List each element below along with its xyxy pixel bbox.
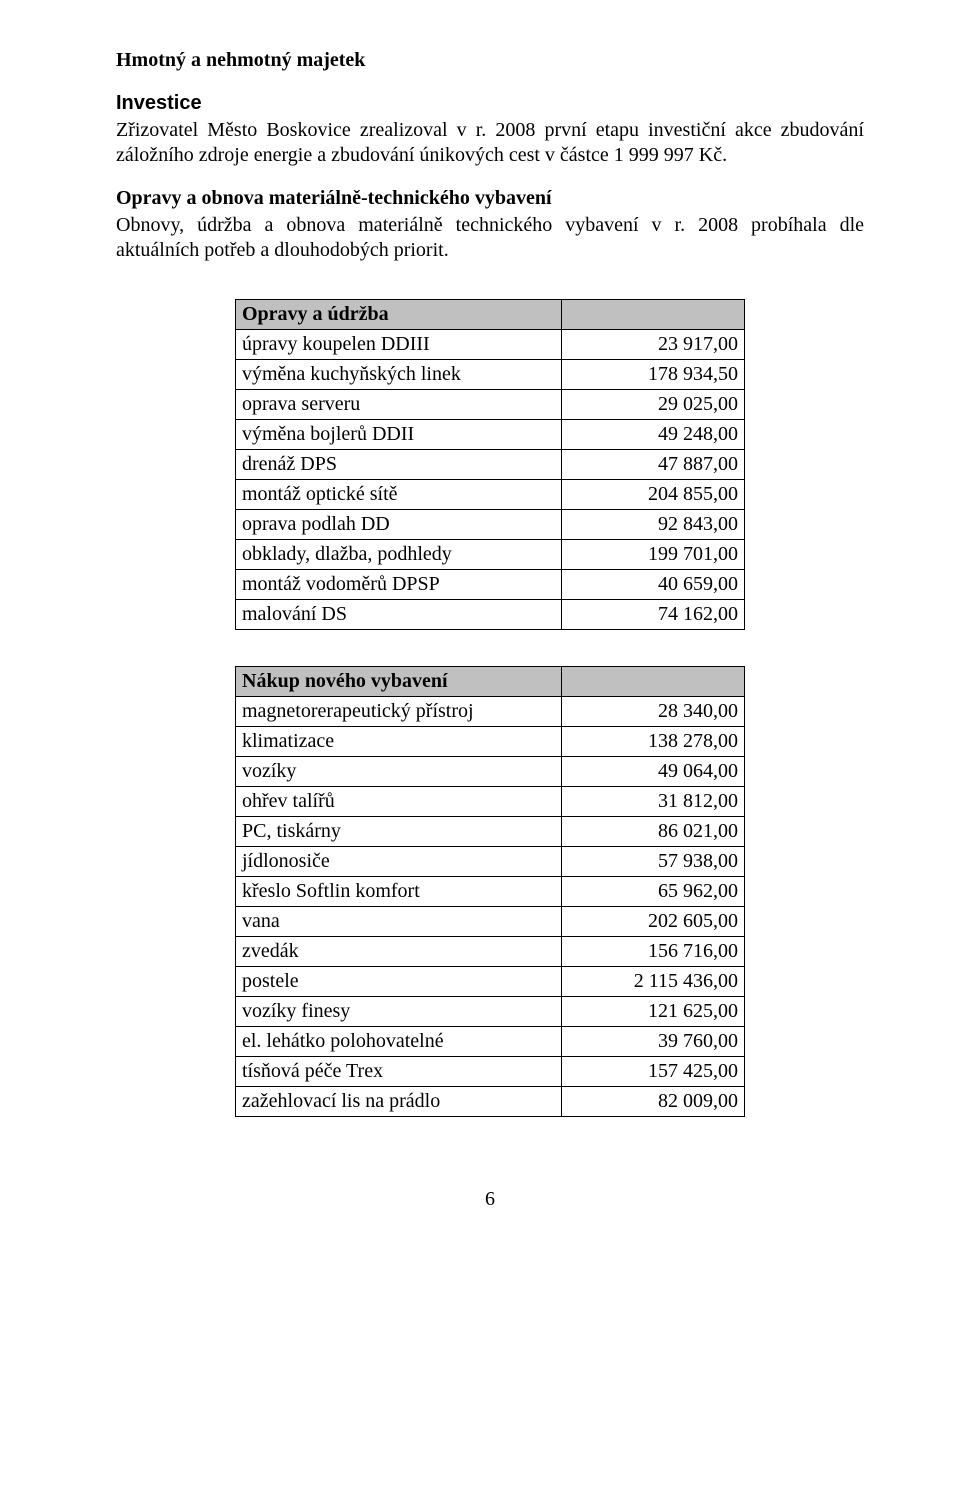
cell-value: 202 605,00 xyxy=(562,907,745,937)
page-number: 6 xyxy=(116,1187,864,1212)
cell-value: 23 917,00 xyxy=(562,330,745,360)
table-row: magnetorerapeutický přístroj28 340,00 xyxy=(236,697,745,727)
table-row: oprava podlah DD92 843,00 xyxy=(236,510,745,540)
cell-label: zažehlovací lis na prádlo xyxy=(236,1087,562,1117)
table-row: vozíky49 064,00 xyxy=(236,757,745,787)
table-row: ohřev talířů31 812,00 xyxy=(236,787,745,817)
cell-label: montáž optické sítě xyxy=(236,480,562,510)
table-row: montáž optické sítě204 855,00 xyxy=(236,480,745,510)
table-row: úpravy koupelen DDIII23 917,00 xyxy=(236,330,745,360)
cell-value: 29 025,00 xyxy=(562,390,745,420)
cell-value: 74 162,00 xyxy=(562,600,745,630)
cell-label: montáž vodoměrů DPSP xyxy=(236,570,562,600)
table-nakup-header: Nákup nového vybavení xyxy=(236,667,562,697)
cell-label: vozíky finesy xyxy=(236,997,562,1027)
cell-label: oprava podlah DD xyxy=(236,510,562,540)
table-row: postele2 115 436,00 xyxy=(236,967,745,997)
table-row: výměna kuchyňských linek178 934,50 xyxy=(236,360,745,390)
table-row: el. lehátko polohovatelné39 760,00 xyxy=(236,1027,745,1057)
table-row: drenáž DPS47 887,00 xyxy=(236,450,745,480)
table-opravy: Opravy a údržba úpravy koupelen DDIII23 … xyxy=(235,299,745,630)
cell-value: 156 716,00 xyxy=(562,937,745,967)
cell-label: magnetorerapeutický přístroj xyxy=(236,697,562,727)
table-row: klimatizace138 278,00 xyxy=(236,727,745,757)
cell-value: 204 855,00 xyxy=(562,480,745,510)
cell-label: postele xyxy=(236,967,562,997)
cell-label: oprava serveru xyxy=(236,390,562,420)
section-investice-para: Zřizovatel Město Boskovice zrealizoval v… xyxy=(116,118,864,168)
table-row: malování DS74 162,00 xyxy=(236,600,745,630)
table-row: oprava serveru29 025,00 xyxy=(236,390,745,420)
table-opravy-header: Opravy a údržba xyxy=(236,300,562,330)
cell-value: 199 701,00 xyxy=(562,540,745,570)
table-row: PC, tiskárny86 021,00 xyxy=(236,817,745,847)
cell-label: křeslo Softlin komfort xyxy=(236,877,562,907)
cell-value: 40 659,00 xyxy=(562,570,745,600)
table-row: vozíky finesy121 625,00 xyxy=(236,997,745,1027)
table-row: zažehlovací lis na prádlo82 009,00 xyxy=(236,1087,745,1117)
cell-label: tísňová péče Trex xyxy=(236,1057,562,1087)
cell-value: 86 021,00 xyxy=(562,817,745,847)
cell-value: 57 938,00 xyxy=(562,847,745,877)
table-nakup-wrap: Nákup nového vybavení magnetorerapeutick… xyxy=(116,666,864,1117)
cell-value: 157 425,00 xyxy=(562,1057,745,1087)
cell-label: PC, tiskárny xyxy=(236,817,562,847)
table-row: tísňová péče Trex157 425,00 xyxy=(236,1057,745,1087)
cell-label: vozíky xyxy=(236,757,562,787)
cell-value: 31 812,00 xyxy=(562,787,745,817)
table-row: vana202 605,00 xyxy=(236,907,745,937)
cell-value: 92 843,00 xyxy=(562,510,745,540)
table-opravy-wrap: Opravy a údržba úpravy koupelen DDIII23 … xyxy=(116,299,864,630)
cell-label: el. lehátko polohovatelné xyxy=(236,1027,562,1057)
cell-label: vana xyxy=(236,907,562,937)
cell-value: 82 009,00 xyxy=(562,1087,745,1117)
table-row: výměna bojlerů DDII49 248,00 xyxy=(236,420,745,450)
cell-label: drenáž DPS xyxy=(236,450,562,480)
cell-value: 138 278,00 xyxy=(562,727,745,757)
section-investice-title: Investice xyxy=(116,91,864,116)
cell-value: 49 064,00 xyxy=(562,757,745,787)
cell-value: 65 962,00 xyxy=(562,877,745,907)
cell-label: zvedák xyxy=(236,937,562,967)
cell-label: úpravy koupelen DDIII xyxy=(236,330,562,360)
table-row: zvedák156 716,00 xyxy=(236,937,745,967)
cell-label: jídlonosiče xyxy=(236,847,562,877)
cell-value: 28 340,00 xyxy=(562,697,745,727)
cell-value: 121 625,00 xyxy=(562,997,745,1027)
cell-label: malování DS xyxy=(236,600,562,630)
cell-label: výměna kuchyňských linek xyxy=(236,360,562,390)
table-header-row: Opravy a údržba xyxy=(236,300,745,330)
cell-label: obklady, dlažba, podhledy xyxy=(236,540,562,570)
cell-value: 2 115 436,00 xyxy=(562,967,745,997)
cell-value: 39 760,00 xyxy=(562,1027,745,1057)
table-row: jídlonosiče57 938,00 xyxy=(236,847,745,877)
cell-label: výměna bojlerů DDII xyxy=(236,420,562,450)
cell-label: ohřev talířů xyxy=(236,787,562,817)
table-row: křeslo Softlin komfort65 962,00 xyxy=(236,877,745,907)
table-opravy-header-blank xyxy=(562,300,745,330)
table-nakup: Nákup nového vybavení magnetorerapeutick… xyxy=(235,666,745,1117)
cell-value: 47 887,00 xyxy=(562,450,745,480)
cell-value: 178 934,50 xyxy=(562,360,745,390)
table-row: obklady, dlažba, podhledy199 701,00 xyxy=(236,540,745,570)
table-nakup-header-blank xyxy=(562,667,745,697)
cell-value: 49 248,00 xyxy=(562,420,745,450)
heading-main: Hmotný a nehmotný majetek xyxy=(116,48,864,73)
table-row: montáž vodoměrů DPSP40 659,00 xyxy=(236,570,745,600)
cell-label: klimatizace xyxy=(236,727,562,757)
section-opravy-title: Opravy a obnova materiálně-technického v… xyxy=(116,186,864,211)
table-header-row: Nákup nového vybavení xyxy=(236,667,745,697)
section-opravy-para: Obnovy, údržba a obnova materiálně techn… xyxy=(116,213,864,263)
